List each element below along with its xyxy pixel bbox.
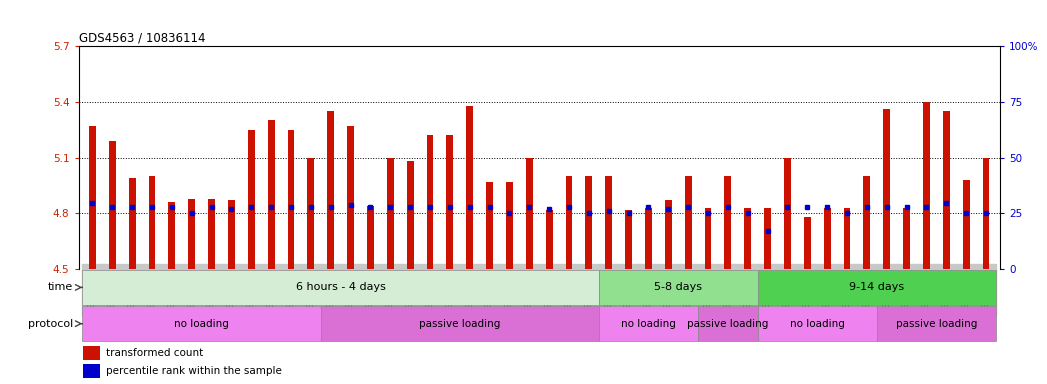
Bar (764, 208, 771, 269)
Text: passive loading: passive loading (687, 319, 768, 329)
Bar (446, 135, 453, 269)
Bar (426, 135, 433, 269)
Bar (506, 182, 513, 269)
Text: no loading: no loading (789, 319, 845, 329)
Bar (758, 306, 876, 341)
Bar (466, 106, 473, 269)
Bar (348, 126, 354, 269)
Text: protocol: protocol (28, 319, 73, 329)
Bar (804, 217, 810, 269)
Bar (268, 121, 274, 269)
Bar (784, 158, 790, 269)
Bar (665, 200, 672, 269)
Bar (645, 208, 652, 269)
Bar (725, 176, 731, 269)
Bar (109, 141, 116, 269)
Bar (705, 208, 712, 269)
Bar (288, 130, 294, 269)
Bar (599, 270, 758, 305)
Bar (486, 182, 493, 269)
Bar (698, 306, 758, 341)
Bar (884, 109, 890, 269)
Bar (83, 364, 99, 378)
Bar (208, 199, 215, 269)
Bar (228, 200, 235, 269)
Bar (962, 180, 970, 269)
Bar (169, 202, 175, 269)
Text: GDS4563 / 10836114: GDS4563 / 10836114 (79, 31, 205, 44)
Bar (923, 102, 930, 269)
Bar (744, 208, 751, 269)
Text: 5-8 days: 5-8 days (654, 282, 703, 292)
Bar (83, 306, 320, 341)
Bar (942, 111, 950, 269)
Bar (149, 176, 155, 269)
Text: passive loading: passive loading (419, 319, 500, 329)
Bar (904, 208, 910, 269)
Bar (685, 176, 692, 269)
Bar (605, 176, 612, 269)
Bar (864, 176, 870, 269)
Bar (625, 210, 632, 269)
Bar (526, 158, 533, 269)
Text: percentile rank within the sample: percentile rank within the sample (106, 366, 282, 376)
Bar (545, 210, 553, 269)
Text: no loading: no loading (621, 319, 676, 329)
Text: 9-14 days: 9-14 days (849, 282, 905, 292)
Bar (83, 270, 599, 305)
Bar (366, 206, 374, 269)
Bar (758, 270, 996, 305)
Bar (876, 306, 996, 341)
Bar (844, 208, 850, 269)
Bar (824, 208, 830, 269)
Bar (406, 161, 414, 269)
Bar (599, 306, 698, 341)
Bar (982, 158, 989, 269)
Text: transformed count: transformed count (106, 348, 203, 358)
Bar (565, 176, 573, 269)
Text: time: time (48, 282, 73, 292)
Bar (585, 176, 593, 269)
Bar (320, 306, 599, 341)
Bar (188, 199, 195, 269)
Bar (248, 130, 254, 269)
Text: passive loading: passive loading (895, 319, 977, 329)
Text: no loading: no loading (174, 319, 229, 329)
Bar (308, 158, 314, 269)
Bar (129, 178, 136, 269)
Text: 6 hours - 4 days: 6 hours - 4 days (295, 282, 385, 292)
Bar (386, 158, 394, 269)
Bar (83, 346, 99, 360)
Bar (89, 126, 96, 269)
Bar (328, 111, 334, 269)
